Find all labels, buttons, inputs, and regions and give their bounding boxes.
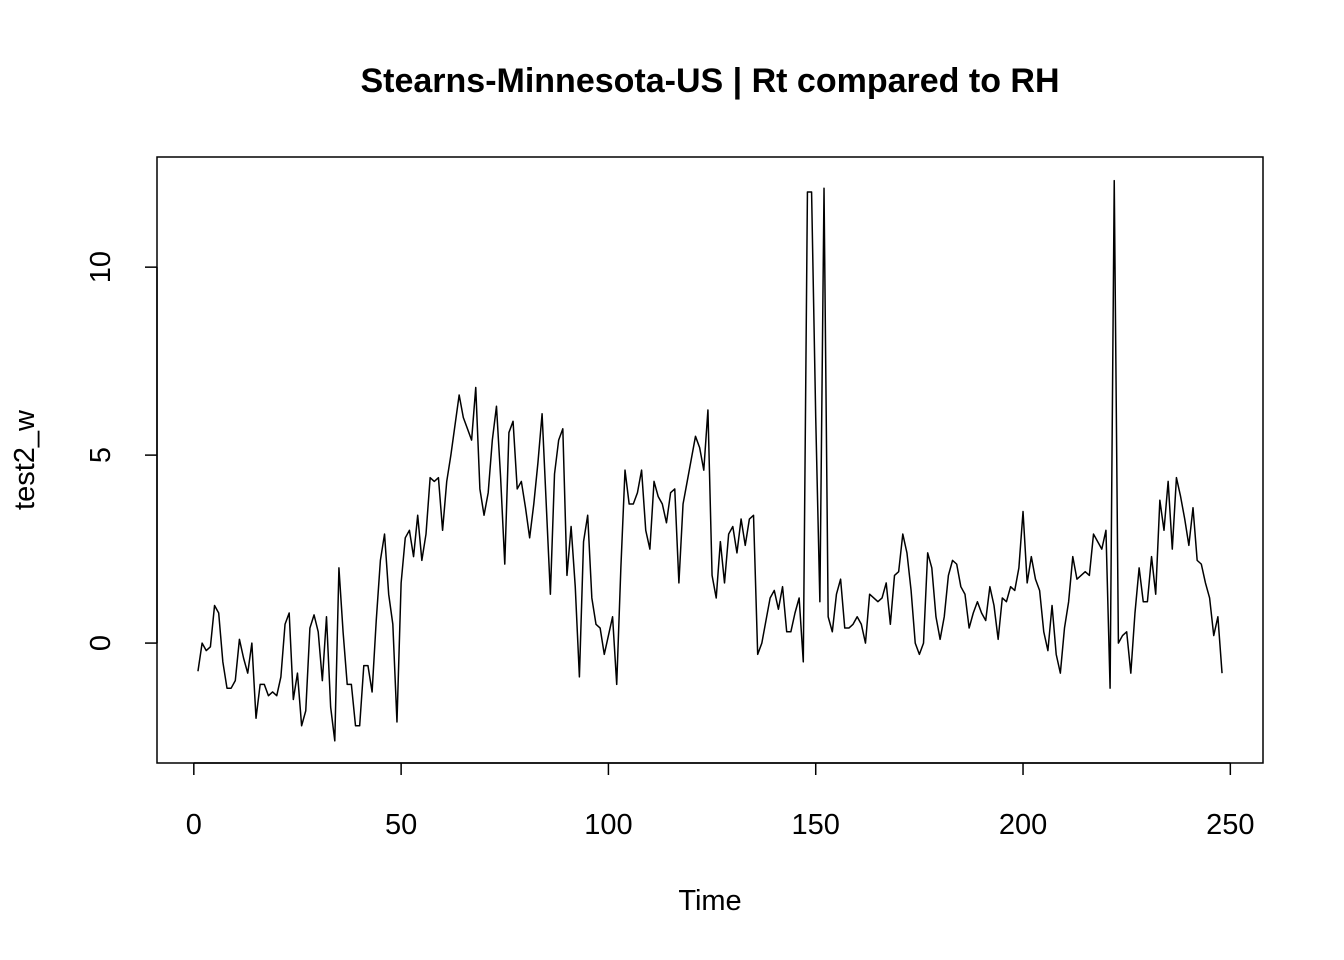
y-tick-label: 5	[85, 447, 117, 463]
chart-title: Stearns-Minnesota-US | Rt compared to RH	[360, 62, 1059, 100]
x-axis-label: Time	[678, 885, 741, 917]
y-axis-label: test2_w	[9, 409, 41, 510]
y-tick-label: 0	[85, 635, 117, 651]
series-line	[197, 179, 1223, 742]
x-tick-label: 100	[584, 809, 632, 841]
y-tick-label: 10	[85, 251, 117, 283]
x-tick-label: 50	[385, 809, 417, 841]
x-tick-label: 250	[1206, 809, 1254, 841]
x-tick-label: 150	[792, 809, 840, 841]
x-tick-label: 0	[186, 809, 202, 841]
x-tick-label: 200	[999, 809, 1047, 841]
